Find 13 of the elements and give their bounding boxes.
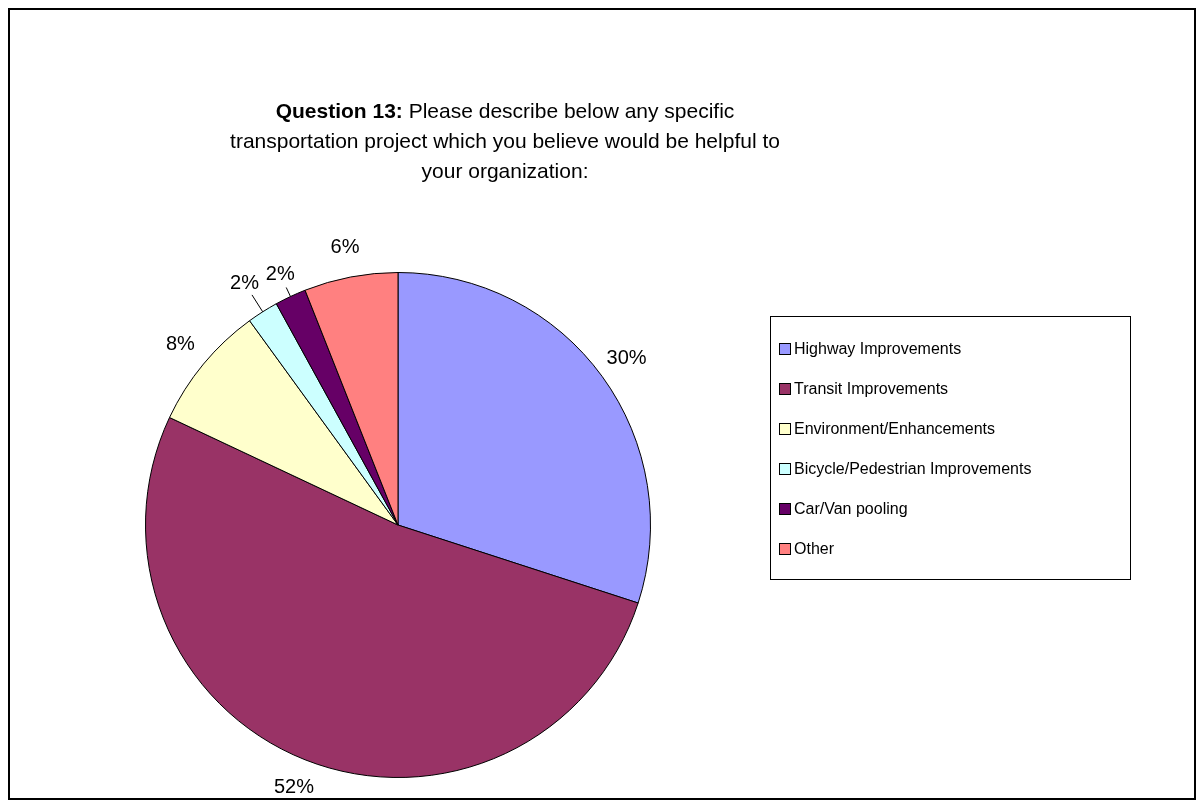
data-label: 52% (273, 775, 315, 798)
data-label: 2% (230, 270, 260, 293)
data-label: 2% (265, 262, 295, 285)
data-label: 6% (330, 235, 360, 258)
legend-label: Car/Van pooling (794, 500, 908, 518)
data-label: 8% (165, 332, 195, 355)
legend-label: Transit Improvements (794, 380, 949, 398)
chart-title: Question 13: Please describe below any specific transportation project which you believe would be helpful to your organization: (230, 99, 780, 182)
legend-label: Environment/Enhancements (794, 420, 995, 438)
legend-label: Bicycle/Pedestrian Improvements (794, 460, 1032, 478)
legend-label: Highway Improvements (794, 340, 962, 358)
legend-label: Other (794, 540, 835, 558)
data-label: 30% (606, 346, 647, 369)
